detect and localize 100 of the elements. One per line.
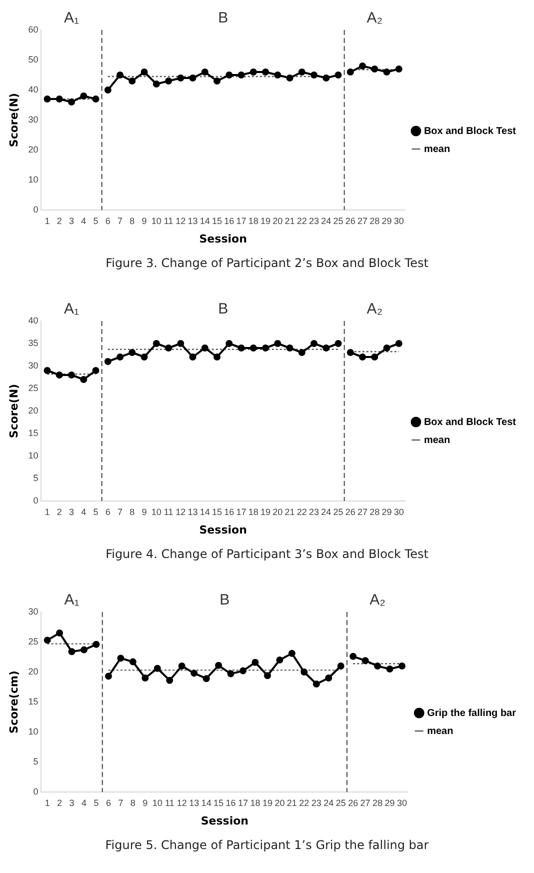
text: Figure 4. Change of Participant 3’s Box and Block Test xyxy=(104,547,430,561)
point xyxy=(129,658,136,666)
point xyxy=(104,672,112,680)
point xyxy=(189,74,196,82)
point xyxy=(116,354,124,360)
point xyxy=(44,636,51,644)
point xyxy=(274,72,282,78)
x-tick-label: 6 xyxy=(105,216,110,226)
point xyxy=(201,68,208,76)
point xyxy=(286,344,294,352)
point xyxy=(104,86,112,94)
y-tick-label: 40 xyxy=(28,84,38,94)
x-tick-label: 19 xyxy=(260,506,271,517)
y-tick-label: 20 xyxy=(28,144,38,154)
point xyxy=(226,340,233,347)
y-tick-label: 0 xyxy=(33,495,38,506)
y-tick-label: 5 xyxy=(33,472,38,483)
point xyxy=(189,354,196,360)
x-tick-label: 3 xyxy=(69,216,74,226)
x-axis-title: Session xyxy=(200,814,248,828)
x-tick-label: 2 xyxy=(56,506,62,517)
y-tick-label: 40 xyxy=(28,315,38,326)
point xyxy=(92,640,100,648)
x-tick-label: 10 xyxy=(151,506,162,517)
point xyxy=(44,96,51,102)
x-tick-label: 13 xyxy=(188,506,198,517)
point xyxy=(337,662,344,670)
x-tick-label: 13 xyxy=(188,216,198,226)
x-tick-label: 12 xyxy=(176,798,187,808)
y-tick-label: 5 xyxy=(33,756,38,766)
text: A₂ xyxy=(370,592,386,609)
point xyxy=(395,340,402,347)
x-tick-label: 11 xyxy=(164,216,174,226)
point xyxy=(262,68,270,76)
x-tick-label: 11 xyxy=(164,506,174,517)
point xyxy=(68,98,76,106)
x-tick-label: 7 xyxy=(118,216,123,226)
x-tick-label: 22 xyxy=(296,506,307,517)
point xyxy=(92,367,100,374)
point xyxy=(374,662,382,670)
x-tick-label: 25 xyxy=(333,216,344,226)
x-tick-label: 13 xyxy=(189,798,200,808)
x-tick-label: 9 xyxy=(142,216,147,226)
text: A₁ xyxy=(64,592,80,609)
y-tick-label: 10 xyxy=(28,726,38,736)
point xyxy=(226,72,233,78)
x-tick-label: 1 xyxy=(44,798,50,808)
x-tick-label: 9 xyxy=(142,798,148,808)
point xyxy=(214,78,221,84)
y-tick-label: 20 xyxy=(28,666,38,676)
x-tick-label: 29 xyxy=(384,798,395,808)
x-tick-label: 2 xyxy=(56,216,62,226)
point xyxy=(252,658,259,666)
text: B xyxy=(218,300,228,318)
y-tick-label: 0 xyxy=(33,786,38,796)
x-tick-label: 26 xyxy=(345,216,356,226)
x-tick-label: 12 xyxy=(176,506,186,517)
x-tick-label: 30 xyxy=(394,216,404,226)
legend-label: mean xyxy=(427,726,454,737)
x-tick-label: 10 xyxy=(151,216,162,226)
x-tick-label: 18 xyxy=(248,506,258,517)
point xyxy=(322,344,330,352)
x-tick-label: 11 xyxy=(164,798,174,808)
point xyxy=(104,358,112,365)
point xyxy=(56,630,64,636)
point xyxy=(312,680,320,688)
point xyxy=(140,68,148,76)
point xyxy=(276,656,284,664)
point xyxy=(310,340,318,347)
y-tick-label: 30 xyxy=(28,360,38,370)
x-tick-label: 6 xyxy=(105,506,110,517)
x-tick-label: 7 xyxy=(118,506,123,517)
y-tick-label: 15 xyxy=(28,428,38,438)
y-tick-label: 35 xyxy=(28,338,38,348)
y-tick-label: 0 xyxy=(33,204,38,214)
x-tick-label: 16 xyxy=(224,216,234,226)
point xyxy=(215,662,222,669)
x-tick-label: 8 xyxy=(130,798,136,808)
point xyxy=(92,96,100,102)
point xyxy=(334,72,342,78)
x-tick-label: 19 xyxy=(262,798,272,808)
point xyxy=(300,668,308,676)
x-tick-label: 7 xyxy=(118,798,124,808)
x-tick-label: 17 xyxy=(238,798,248,808)
x-tick-label: 2 xyxy=(57,798,62,808)
point xyxy=(140,354,148,360)
x-tick-label: 8 xyxy=(130,216,135,226)
y-tick-label: 60 xyxy=(28,24,38,34)
point xyxy=(56,372,63,378)
legend-label: Box and Block Test xyxy=(424,126,517,137)
legend-label: Grip the falling bar xyxy=(427,708,516,719)
y-axis-title: Score(N) xyxy=(7,92,20,148)
x-tick-label: 14 xyxy=(200,506,210,517)
point xyxy=(117,654,124,662)
legend-label: mean xyxy=(424,434,450,446)
point xyxy=(359,354,366,360)
y-tick-label: 25 xyxy=(28,382,38,393)
point xyxy=(56,96,63,102)
point xyxy=(152,80,160,88)
x-tick-label: 27 xyxy=(358,506,368,517)
